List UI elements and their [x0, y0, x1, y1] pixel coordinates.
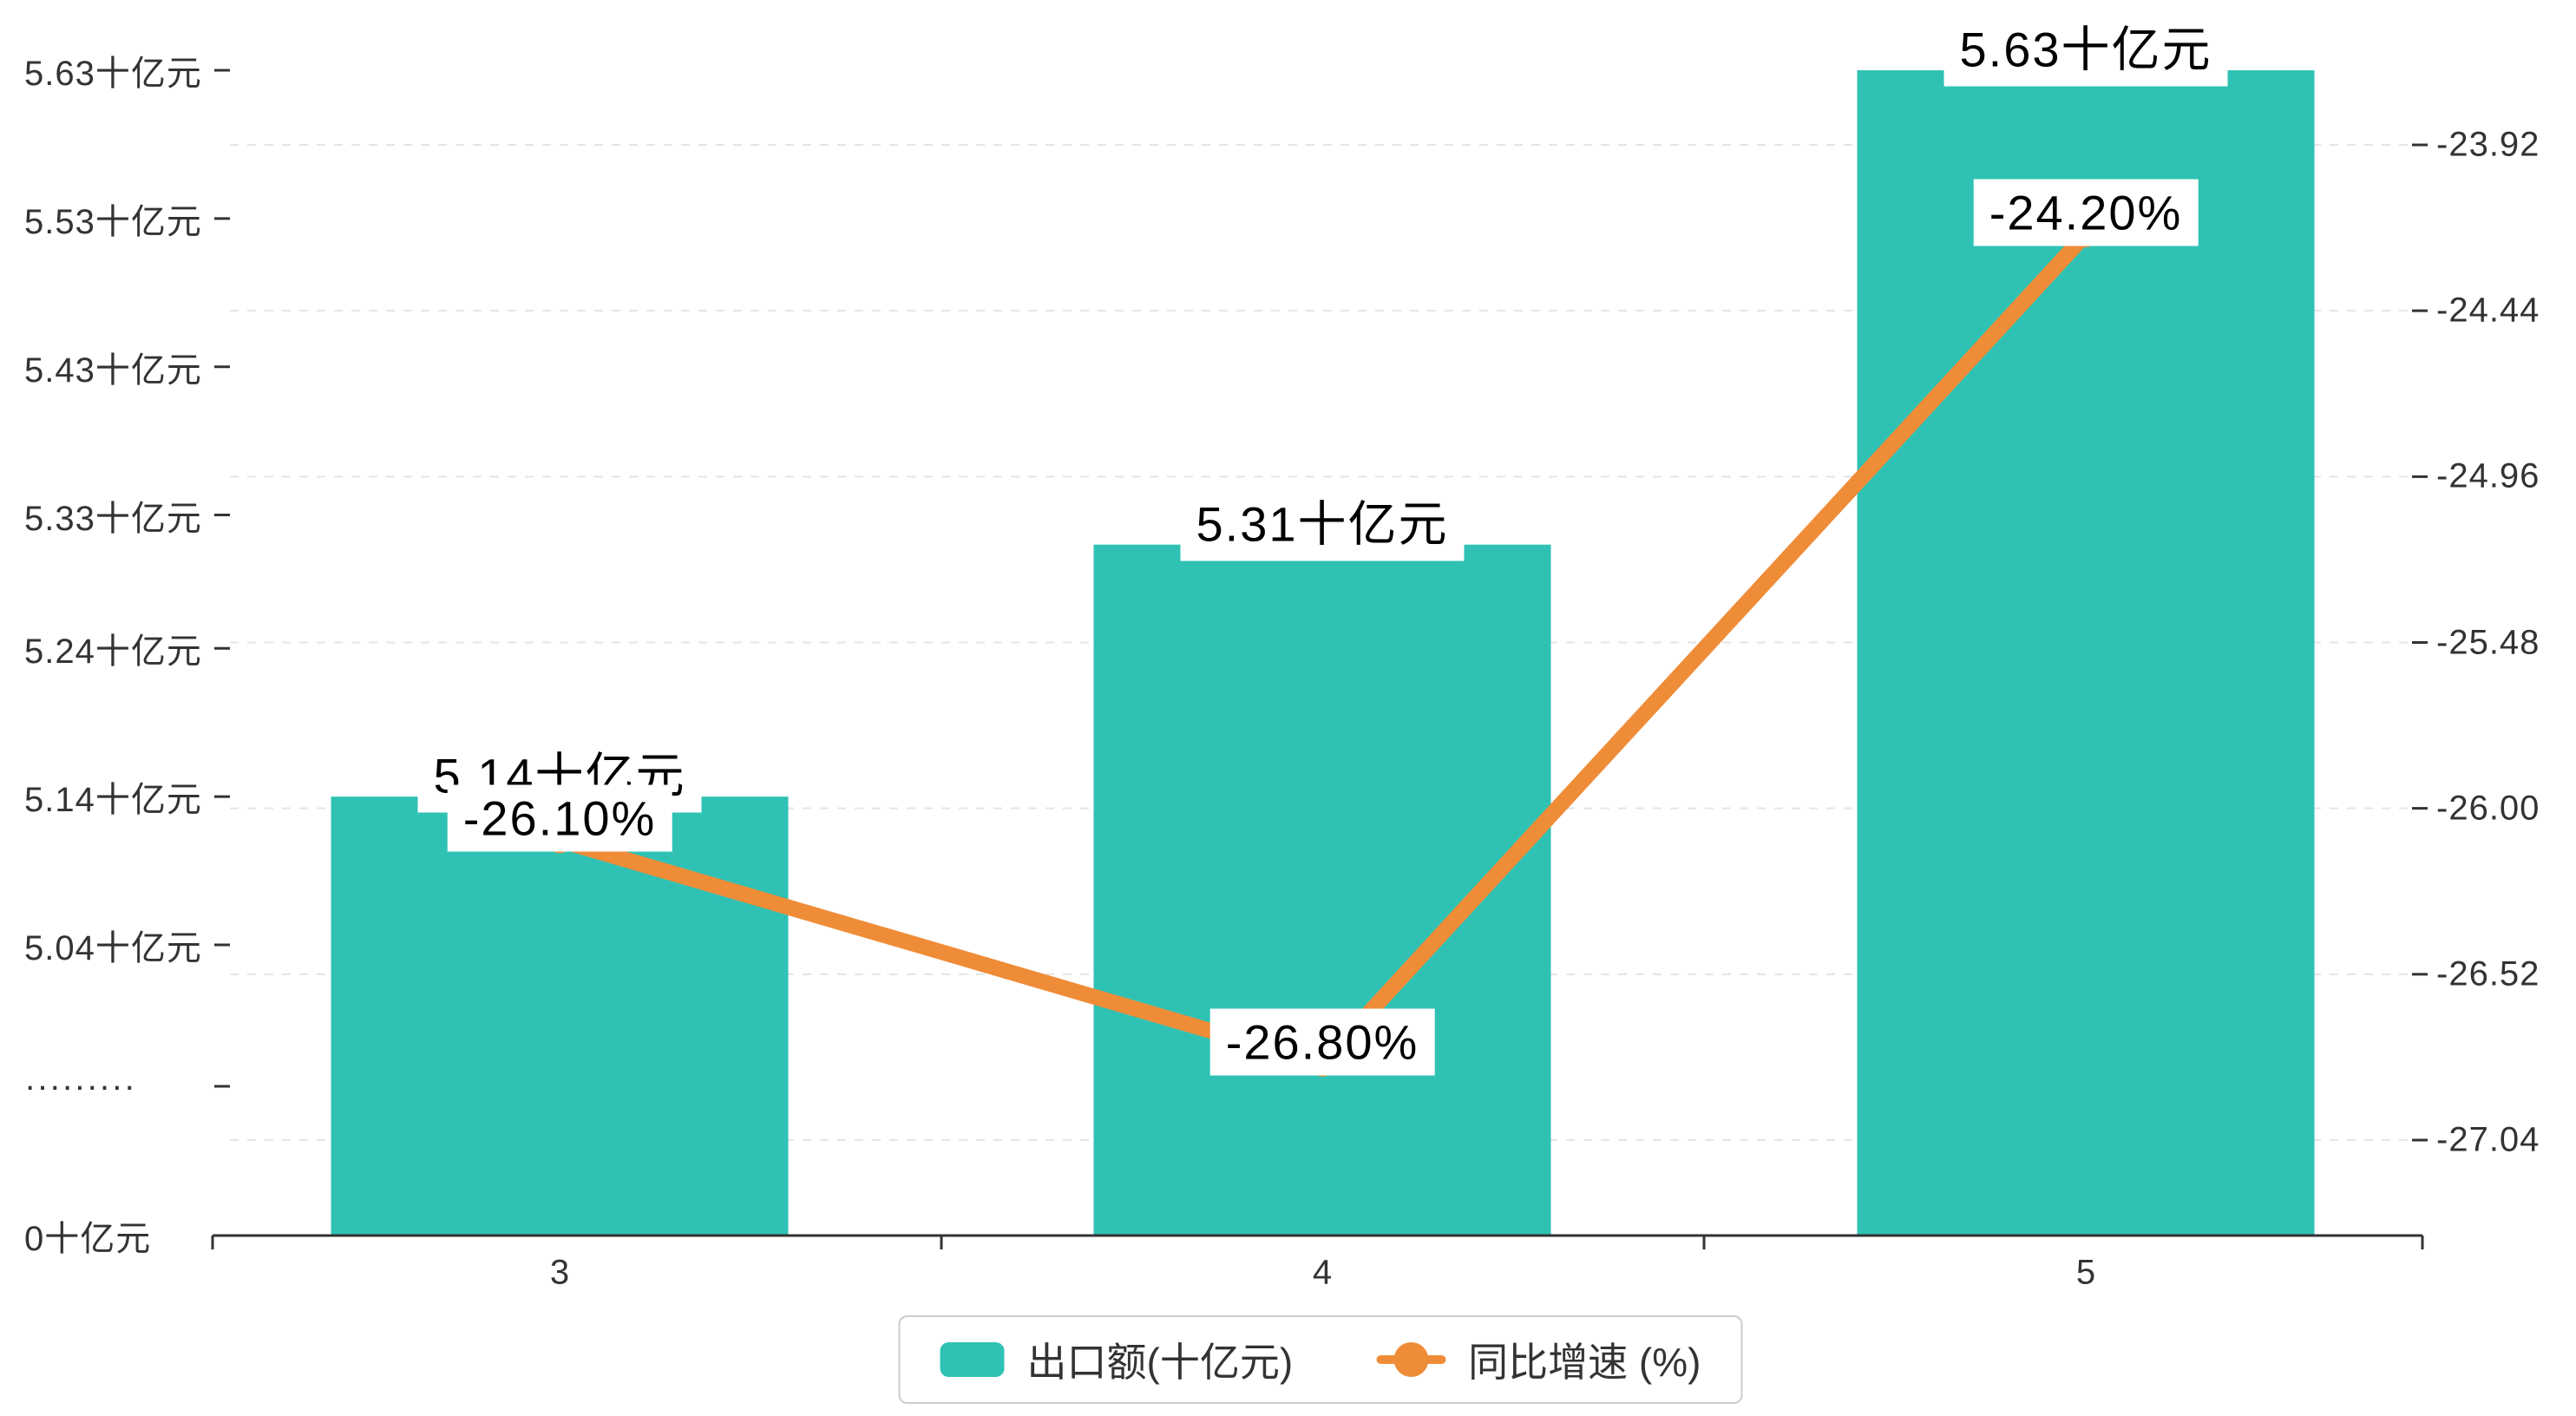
legend-label-growth: 同比增速 (%): [1468, 1340, 1701, 1385]
bar-month-5[interactable]: [1857, 70, 2315, 1236]
legend: 出口额(十亿元) 同比增速 (%): [898, 1315, 1743, 1404]
bar-month-3[interactable]: [331, 796, 789, 1236]
legend-line-dot: [1393, 1342, 1429, 1377]
growth-point-3[interactable]: [547, 827, 573, 854]
growth-point-4[interactable]: [1309, 1050, 1335, 1077]
legend-item-growth[interactable]: 同比增速 (%): [1376, 1331, 1701, 1388]
legend-line-swatch-icon: [1376, 1341, 1446, 1379]
legend-bar-swatch-icon: [940, 1342, 1005, 1377]
growth-point-5[interactable]: [2073, 220, 2099, 247]
legend-label-export: 出口额(十亿元): [1026, 1340, 1294, 1385]
legend-item-export[interactable]: 出口额(十亿元): [940, 1331, 1294, 1388]
